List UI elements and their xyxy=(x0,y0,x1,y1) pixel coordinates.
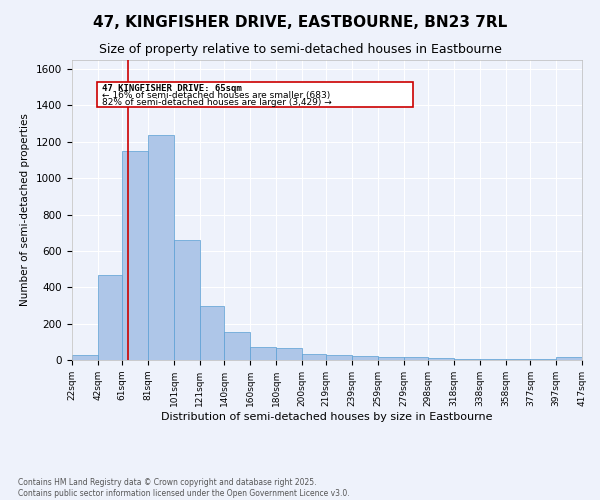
Text: Size of property relative to semi-detached houses in Eastbourne: Size of property relative to semi-detach… xyxy=(98,42,502,56)
Text: 82% of semi-detached houses are larger (3,429) →: 82% of semi-detached houses are larger (… xyxy=(101,98,331,107)
Bar xyxy=(352,356,378,360)
Bar xyxy=(200,306,224,360)
Y-axis label: Number of semi-detached properties: Number of semi-detached properties xyxy=(20,114,31,306)
Bar xyxy=(404,358,428,360)
Text: 47 KINGFISHER DRIVE: 65sqm: 47 KINGFISHER DRIVE: 65sqm xyxy=(101,84,241,93)
Text: Contains HM Land Registry data © Crown copyright and database right 2025.
Contai: Contains HM Land Registry data © Crown c… xyxy=(18,478,350,498)
Bar xyxy=(378,358,404,360)
Bar xyxy=(224,332,250,360)
Bar xyxy=(556,358,582,360)
Bar xyxy=(122,151,148,360)
Bar xyxy=(480,359,506,360)
Bar xyxy=(98,274,122,360)
Bar xyxy=(326,354,352,360)
Bar xyxy=(148,134,174,360)
Bar xyxy=(428,358,454,360)
X-axis label: Distribution of semi-detached houses by size in Eastbourne: Distribution of semi-detached houses by … xyxy=(161,412,493,422)
Bar xyxy=(302,354,326,360)
Bar xyxy=(506,359,530,360)
FancyBboxPatch shape xyxy=(97,82,413,108)
Bar xyxy=(454,358,480,360)
Bar xyxy=(276,348,302,360)
Bar xyxy=(72,356,98,360)
Text: ← 16% of semi-detached houses are smaller (683): ← 16% of semi-detached houses are smalle… xyxy=(101,91,330,100)
Bar xyxy=(174,240,200,360)
Bar xyxy=(250,348,276,360)
Text: 47, KINGFISHER DRIVE, EASTBOURNE, BN23 7RL: 47, KINGFISHER DRIVE, EASTBOURNE, BN23 7… xyxy=(93,15,507,30)
